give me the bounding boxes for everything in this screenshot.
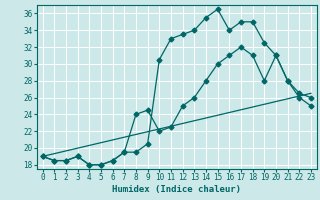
X-axis label: Humidex (Indice chaleur): Humidex (Indice chaleur) — [112, 185, 241, 194]
